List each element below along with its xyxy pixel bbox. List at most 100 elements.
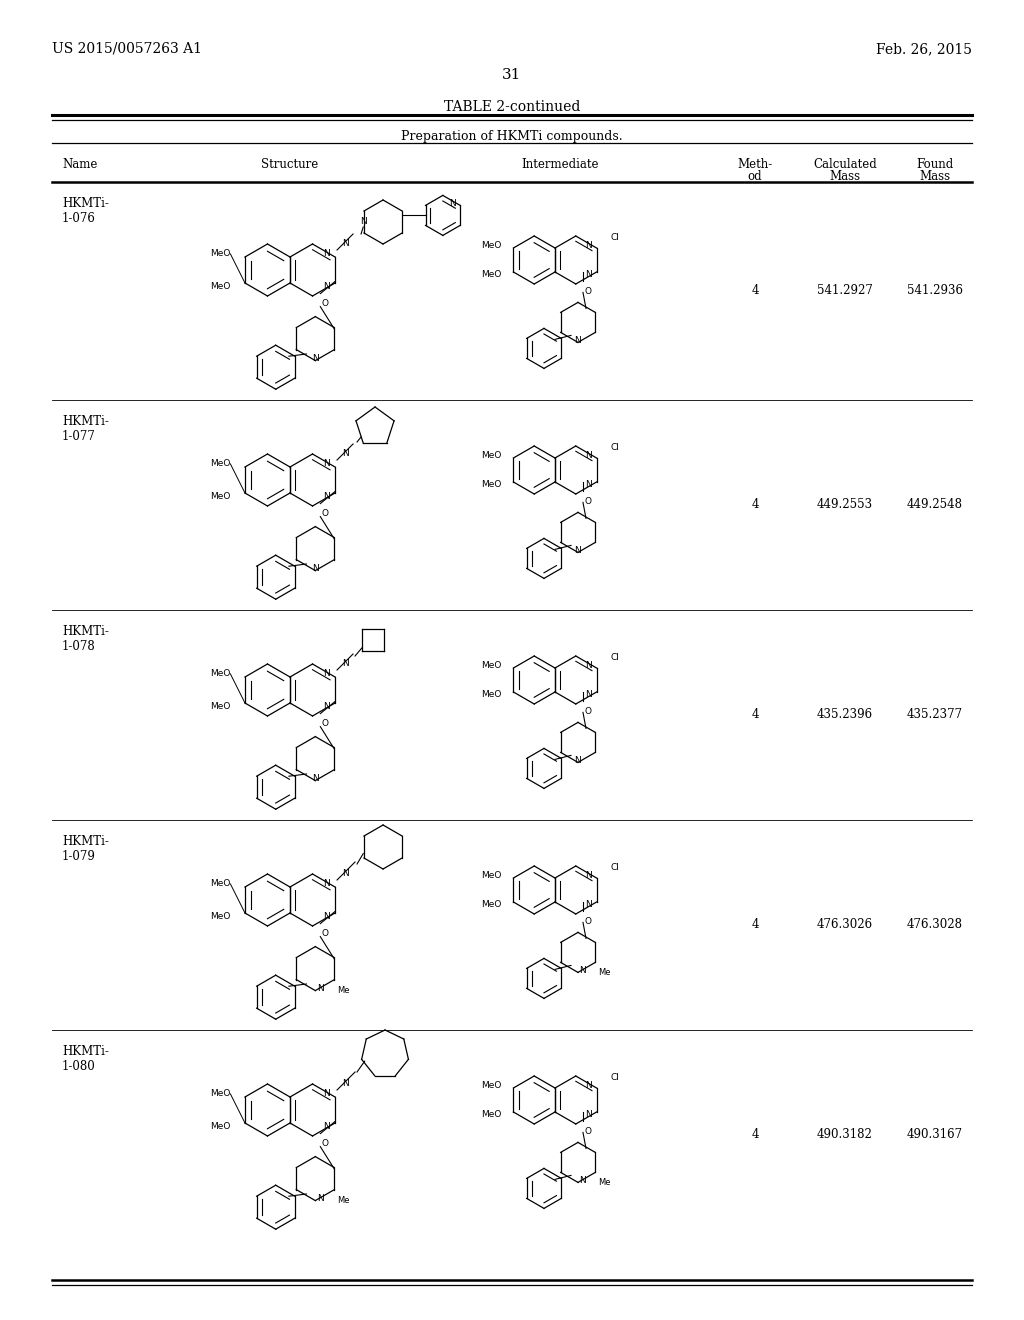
Text: MeO: MeO bbox=[480, 871, 501, 879]
Text: Cl: Cl bbox=[610, 653, 620, 663]
Text: 449.2553: 449.2553 bbox=[817, 499, 873, 511]
Text: N: N bbox=[585, 450, 592, 459]
Text: N: N bbox=[585, 480, 592, 490]
Text: MeO: MeO bbox=[480, 660, 501, 669]
Text: HKMTi-
1-078: HKMTi- 1-078 bbox=[62, 624, 109, 653]
Text: Calculated: Calculated bbox=[813, 158, 877, 172]
Text: N: N bbox=[323, 912, 330, 920]
Text: 490.3182: 490.3182 bbox=[817, 1129, 872, 1142]
Text: N: N bbox=[323, 459, 330, 469]
Text: MeO: MeO bbox=[480, 1081, 501, 1089]
Text: 4: 4 bbox=[752, 285, 759, 297]
Text: N: N bbox=[342, 239, 348, 248]
Text: 31: 31 bbox=[503, 69, 521, 82]
Text: N: N bbox=[312, 564, 318, 573]
Text: od: od bbox=[748, 170, 762, 183]
Text: N: N bbox=[323, 249, 330, 259]
Text: Found: Found bbox=[916, 158, 953, 172]
Text: N: N bbox=[585, 240, 592, 249]
Text: HKMTi-
1-080: HKMTi- 1-080 bbox=[62, 1045, 109, 1073]
Text: N: N bbox=[574, 335, 582, 345]
Text: N: N bbox=[342, 660, 348, 668]
Text: 541.2936: 541.2936 bbox=[907, 285, 963, 297]
Text: MeO: MeO bbox=[480, 1110, 501, 1119]
Text: Preparation of HKMTi compounds.: Preparation of HKMTi compounds. bbox=[401, 129, 623, 143]
Text: 435.2377: 435.2377 bbox=[907, 709, 963, 722]
Text: MeO: MeO bbox=[210, 281, 230, 290]
Text: Feb. 26, 2015: Feb. 26, 2015 bbox=[876, 42, 972, 55]
Text: N: N bbox=[580, 966, 587, 975]
Text: O: O bbox=[585, 917, 592, 925]
Text: MeO: MeO bbox=[480, 480, 501, 490]
Text: N: N bbox=[574, 546, 582, 554]
Text: Cl: Cl bbox=[610, 863, 620, 873]
Text: O: O bbox=[322, 510, 329, 519]
Text: 476.3028: 476.3028 bbox=[907, 919, 963, 932]
Text: N: N bbox=[585, 660, 592, 669]
Text: N: N bbox=[323, 281, 330, 290]
Text: O: O bbox=[585, 286, 592, 296]
Text: MeO: MeO bbox=[480, 240, 501, 249]
Text: N: N bbox=[585, 1110, 592, 1119]
Text: N: N bbox=[359, 218, 367, 227]
Text: N: N bbox=[342, 450, 348, 458]
Text: HKMTi-
1-077: HKMTi- 1-077 bbox=[62, 414, 109, 444]
Text: N: N bbox=[342, 870, 348, 879]
Text: N: N bbox=[323, 879, 330, 888]
Text: 476.3026: 476.3026 bbox=[817, 919, 873, 932]
Text: O: O bbox=[585, 496, 592, 506]
Text: MeO: MeO bbox=[210, 1122, 230, 1131]
Text: MeO: MeO bbox=[480, 450, 501, 459]
Text: N: N bbox=[317, 983, 324, 993]
Text: MeO: MeO bbox=[480, 900, 501, 909]
Text: Intermediate: Intermediate bbox=[521, 158, 599, 172]
Text: O: O bbox=[322, 719, 329, 729]
Text: Cl: Cl bbox=[610, 1073, 620, 1082]
Text: HKMTi-
1-079: HKMTi- 1-079 bbox=[62, 836, 109, 863]
Text: N: N bbox=[585, 900, 592, 909]
Text: US 2015/0057263 A1: US 2015/0057263 A1 bbox=[52, 42, 202, 55]
Text: MeO: MeO bbox=[210, 249, 230, 259]
Text: Name: Name bbox=[62, 158, 97, 172]
Text: N: N bbox=[323, 491, 330, 500]
Text: N: N bbox=[585, 271, 592, 280]
Text: MeO: MeO bbox=[210, 669, 230, 678]
Text: Meth-: Meth- bbox=[737, 158, 773, 172]
Text: MeO: MeO bbox=[480, 271, 501, 280]
Text: Cl: Cl bbox=[610, 234, 620, 243]
Text: N: N bbox=[450, 198, 457, 207]
Text: MeO: MeO bbox=[480, 690, 501, 700]
Text: TABLE 2-continued: TABLE 2-continued bbox=[443, 100, 581, 114]
Text: 4: 4 bbox=[752, 499, 759, 511]
Text: N: N bbox=[574, 756, 582, 764]
Text: 4: 4 bbox=[752, 1129, 759, 1142]
Text: Me: Me bbox=[337, 986, 350, 995]
Text: N: N bbox=[585, 871, 592, 879]
Text: O: O bbox=[322, 300, 329, 308]
Text: Cl: Cl bbox=[610, 444, 620, 453]
Text: N: N bbox=[323, 702, 330, 710]
Text: 490.3167: 490.3167 bbox=[907, 1129, 963, 1142]
Text: Me: Me bbox=[337, 1196, 350, 1205]
Text: Me: Me bbox=[598, 968, 610, 977]
Text: N: N bbox=[585, 690, 592, 700]
Text: N: N bbox=[585, 1081, 592, 1089]
Text: N: N bbox=[580, 1176, 587, 1185]
Text: O: O bbox=[585, 708, 592, 715]
Text: N: N bbox=[342, 1080, 348, 1089]
Text: MeO: MeO bbox=[210, 459, 230, 469]
Text: Structure: Structure bbox=[261, 158, 318, 172]
Text: N: N bbox=[323, 669, 330, 678]
Text: N: N bbox=[317, 1193, 324, 1203]
Text: Me: Me bbox=[598, 1177, 610, 1187]
Text: N: N bbox=[312, 354, 318, 363]
Text: 4: 4 bbox=[752, 919, 759, 932]
Text: O: O bbox=[322, 929, 329, 939]
Text: MeO: MeO bbox=[210, 491, 230, 500]
Text: N: N bbox=[323, 1122, 330, 1131]
Text: MeO: MeO bbox=[210, 702, 230, 710]
Text: MeO: MeO bbox=[210, 912, 230, 920]
Text: N: N bbox=[312, 774, 318, 783]
Text: O: O bbox=[322, 1139, 329, 1148]
Text: Mass: Mass bbox=[829, 170, 860, 183]
